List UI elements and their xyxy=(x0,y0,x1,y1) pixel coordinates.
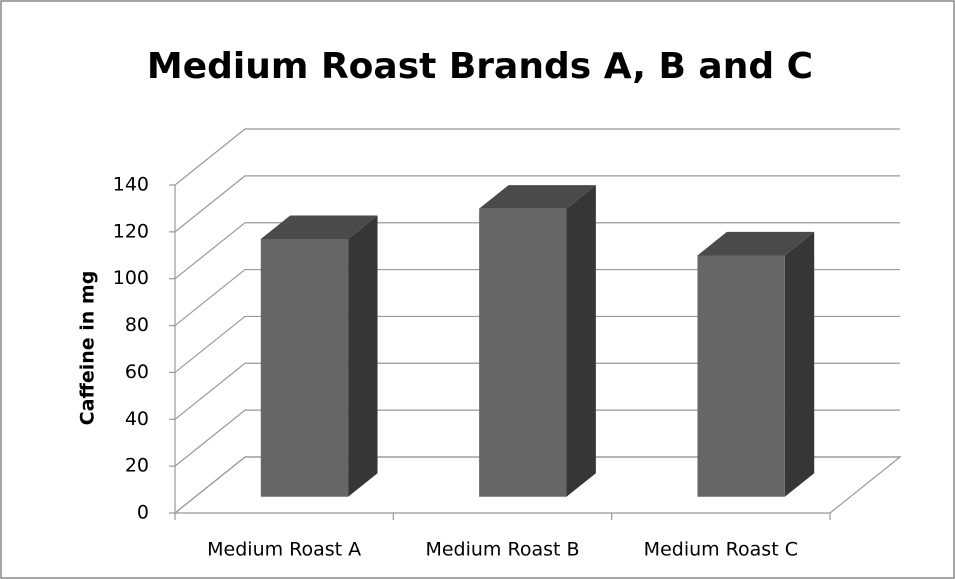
bar-side xyxy=(566,185,596,497)
grid-line xyxy=(174,268,900,327)
y-tick-label: 120 xyxy=(113,220,149,242)
grid-line xyxy=(174,128,900,186)
x-tick-label: Medium Roast C xyxy=(644,539,798,561)
bar xyxy=(697,231,815,497)
chart-title: Medium Roast Brands A, B and C xyxy=(147,46,813,87)
bar-front xyxy=(260,239,349,497)
bar-front xyxy=(479,208,567,497)
y-tick-label: 60 xyxy=(125,361,149,383)
bar xyxy=(479,185,596,497)
y-tick-label: 100 xyxy=(113,267,149,289)
bar-side xyxy=(348,215,378,497)
bar xyxy=(260,215,378,497)
bar-side xyxy=(784,231,815,497)
y-tick-label: 0 xyxy=(137,502,149,524)
grid-line xyxy=(174,315,900,373)
x-tick-label: Medium Roast B xyxy=(425,539,579,561)
bar-top xyxy=(260,215,378,240)
grid-line xyxy=(174,456,900,514)
grid-line xyxy=(174,409,900,467)
grid-line xyxy=(174,362,900,420)
bar-front xyxy=(697,255,785,497)
y-tick-label: 40 xyxy=(125,408,149,430)
y-axis-label: Caffeine in mg xyxy=(77,271,99,426)
x-tick-label: Medium Roast A xyxy=(207,539,361,561)
grid-line xyxy=(174,222,900,280)
y-tick-label: 80 xyxy=(125,314,149,336)
bar-top xyxy=(479,185,596,209)
y-tick-label: 20 xyxy=(125,455,149,477)
y-tick-label: 140 xyxy=(113,174,149,196)
bar-top xyxy=(697,231,815,256)
grid-line xyxy=(174,175,900,233)
